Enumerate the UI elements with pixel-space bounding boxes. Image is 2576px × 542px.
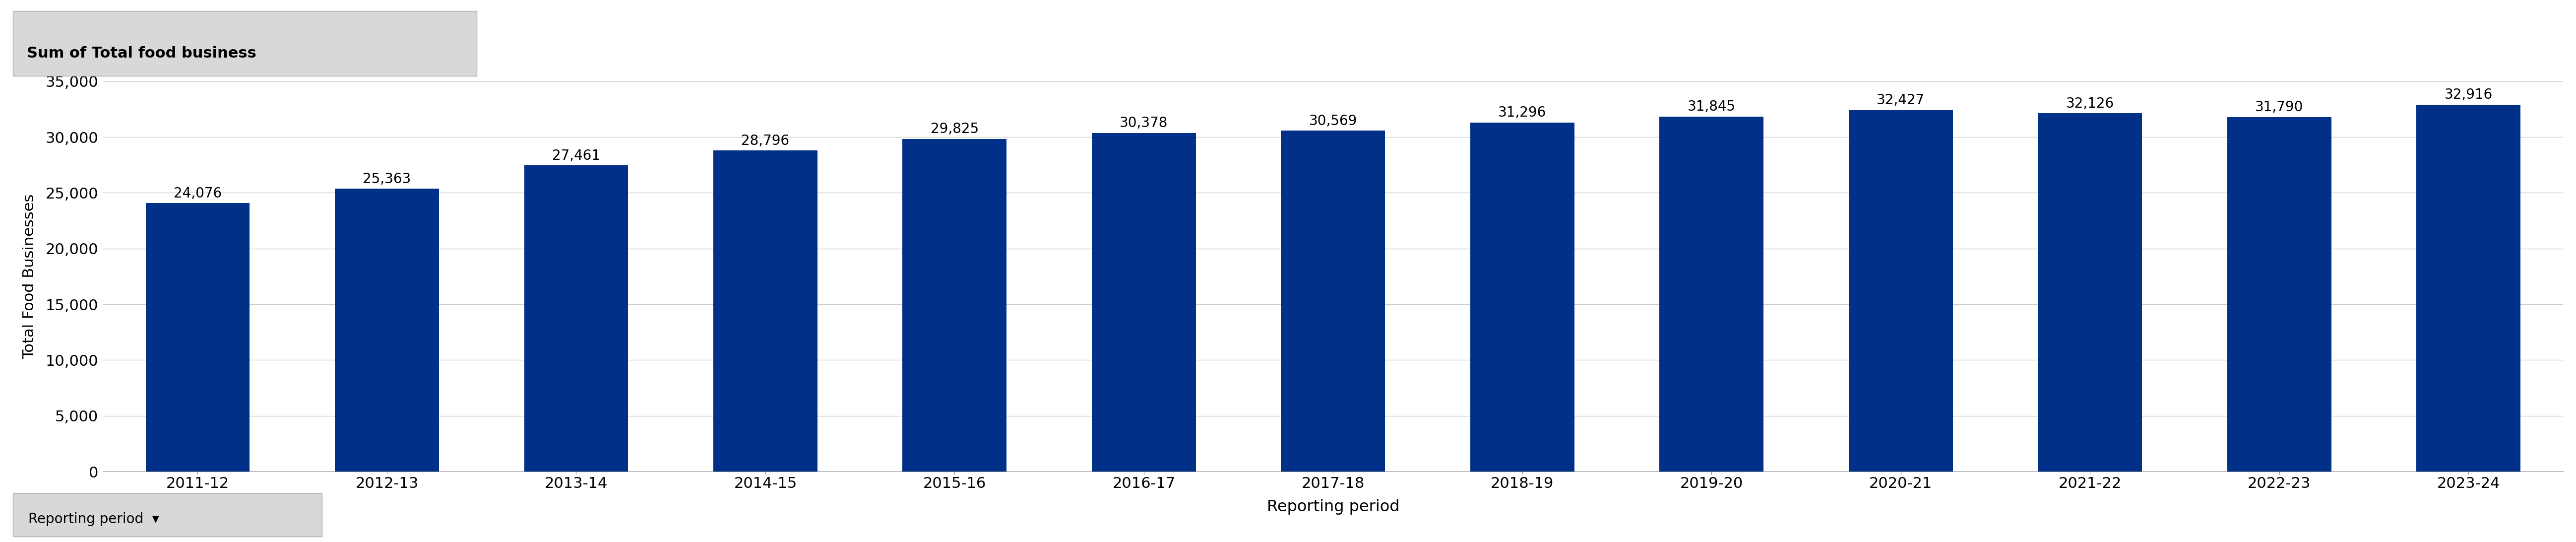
FancyBboxPatch shape [13, 493, 322, 537]
Bar [523, 165, 629, 472]
Text: 32,126: 32,126 [2066, 96, 2115, 111]
Bar [1659, 117, 1765, 472]
Bar [2416, 105, 2519, 472]
Bar [147, 203, 250, 472]
Text: 28,796: 28,796 [742, 134, 788, 147]
Bar [1471, 122, 1574, 472]
Bar [714, 151, 817, 472]
Text: Reporting period  ▾: Reporting period ▾ [28, 512, 160, 526]
Text: 31,790: 31,790 [2254, 100, 2303, 114]
Text: Sum of Total food business: Sum of Total food business [26, 46, 258, 60]
Bar [2228, 117, 2331, 472]
Bar [1092, 133, 1195, 472]
Bar [2038, 113, 2143, 472]
X-axis label: Reporting period: Reporting period [1267, 499, 1399, 515]
Text: 30,569: 30,569 [1309, 114, 1358, 128]
Text: 32,916: 32,916 [2445, 88, 2494, 102]
Bar [902, 139, 1007, 472]
Bar [1850, 110, 1953, 472]
Text: 27,461: 27,461 [551, 149, 600, 163]
Text: 31,845: 31,845 [1687, 100, 1736, 114]
Text: 24,076: 24,076 [173, 186, 222, 201]
FancyBboxPatch shape [13, 11, 477, 76]
Text: 32,427: 32,427 [1878, 93, 1924, 107]
Text: 31,296: 31,296 [1499, 106, 1546, 120]
Bar [335, 189, 438, 472]
Bar [1280, 131, 1386, 472]
Text: 29,825: 29,825 [930, 122, 979, 136]
Text: 30,378: 30,378 [1121, 116, 1167, 130]
Text: 25,363: 25,363 [363, 172, 412, 186]
Y-axis label: Total Food Businesses: Total Food Businesses [23, 194, 36, 359]
